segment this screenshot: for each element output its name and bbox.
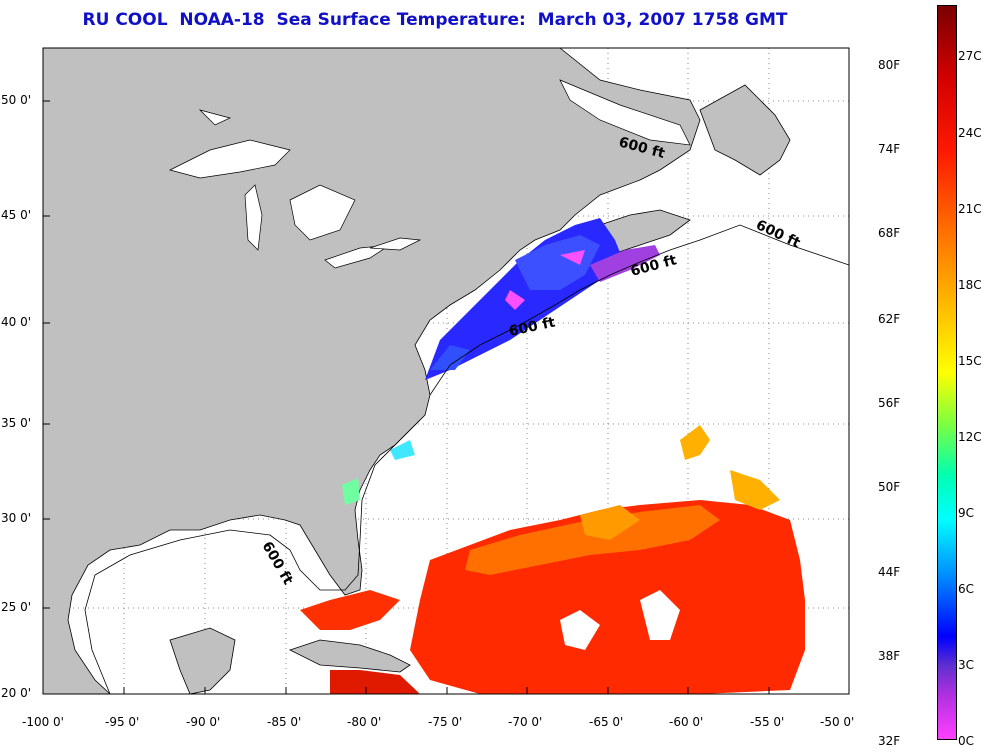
lat-label: 50 0' <box>1 93 32 107</box>
colorbar-c-label: 21C <box>958 202 982 216</box>
ticks <box>43 100 770 694</box>
lat-label: 35 0' <box>1 416 32 430</box>
colorbar-c-label: 24C <box>958 126 982 140</box>
colorbar-c-label: 0C <box>958 734 975 748</box>
lakes <box>169 79 691 269</box>
isobath-600ft <box>84 224 850 695</box>
colorbar-f-label: 50F <box>878 480 901 494</box>
land <box>42 47 791 695</box>
colorbar-c-label: 18C <box>958 278 982 292</box>
lon-label: -60 0' <box>669 715 704 729</box>
colorbar-f-label: 62F <box>878 312 901 326</box>
colorbar-f-label: 74F <box>878 142 901 156</box>
lon-label: -50 0' <box>820 715 855 729</box>
lon-label: -75 0' <box>428 715 463 729</box>
colorbar <box>937 5 957 740</box>
lon-label: -100 0' <box>22 715 64 729</box>
colorbar-f-label: 44F <box>878 565 901 579</box>
lat-label: 45 0' <box>1 208 32 222</box>
lon-label: -85 0' <box>267 715 302 729</box>
colorbar-c-label: 3C <box>958 658 975 672</box>
colorbar-c-label: 6C <box>958 582 975 596</box>
lon-label: -55 0' <box>750 715 785 729</box>
colorbar-c-label: 15C <box>958 354 982 368</box>
colorbar-f-label: 38F <box>878 649 901 663</box>
colorbar-f-label: 80F <box>878 58 901 72</box>
colorbar-c-label: 27C <box>958 49 982 63</box>
colorbar-c-label: 12C <box>958 430 982 444</box>
lon-label: -65 0' <box>589 715 624 729</box>
isobath-label: 600 ft <box>259 539 296 588</box>
map-title: RU COOL NOAA-18 Sea Surface Temperature:… <box>82 10 788 30</box>
colorbar-f-label: 68F <box>878 226 901 240</box>
lat-label: 25 0' <box>1 600 32 614</box>
colorbar-f-label: 32F <box>878 734 901 748</box>
lon-label: -95 0' <box>105 715 140 729</box>
colorbar-c-label: 9C <box>958 506 975 520</box>
lon-label: -80 0' <box>347 715 382 729</box>
lon-label: -70 0' <box>508 715 543 729</box>
sst-patches <box>300 218 805 694</box>
colorbar-f-label: 56F <box>878 396 901 410</box>
lat-label: 30 0' <box>1 511 32 525</box>
lat-label: 40 0' <box>1 315 32 329</box>
lat-label: 20 0' <box>1 686 32 700</box>
isobath-label: 600 ft <box>753 217 803 251</box>
lon-label: -90 0' <box>186 715 221 729</box>
